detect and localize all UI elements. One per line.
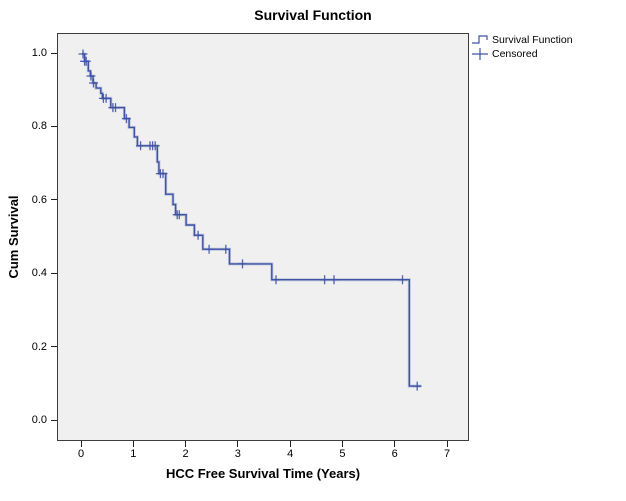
x-tick-label: 2 bbox=[182, 448, 189, 460]
chart-title: Survival Function bbox=[254, 7, 372, 23]
x-tick-mark bbox=[132, 441, 134, 447]
y-tick-label: 0.0 bbox=[31, 414, 47, 426]
x-tick-mark bbox=[185, 441, 187, 447]
legend-item-censored: Censored bbox=[472, 47, 573, 60]
x-tick-label: 1 bbox=[130, 448, 137, 460]
y-tick-label: 0.4 bbox=[31, 267, 47, 280]
y-tick-label: 1.0 bbox=[31, 47, 47, 59]
y-axis-title: Cum Survival bbox=[6, 195, 21, 279]
x-tick-label: 0 bbox=[77, 448, 85, 460]
plot-area bbox=[57, 33, 469, 441]
legend-label-censored: Censored bbox=[492, 47, 538, 60]
x-tick-label: 3 bbox=[234, 448, 241, 460]
y-tick-label: 0.2 bbox=[31, 340, 47, 353]
y-tick-mark bbox=[51, 272, 57, 274]
x-axis-title: HCC Free Survival Time (Years) bbox=[165, 466, 361, 481]
y-tick-label: 0.8 bbox=[31, 120, 47, 133]
x-tick-label: 6 bbox=[391, 448, 398, 460]
survival-curve-halo bbox=[82, 52, 421, 388]
y-tick-mark bbox=[51, 346, 57, 348]
step-line-icon bbox=[472, 35, 488, 44]
x-tick-label: 4 bbox=[287, 448, 294, 460]
y-tick-mark bbox=[51, 125, 57, 127]
plus-cross-icon bbox=[472, 48, 488, 60]
y-tick-mark bbox=[51, 419, 57, 421]
legend-label-survival-function: Survival Function bbox=[492, 33, 573, 46]
legend: Survival Function Censored bbox=[472, 33, 573, 61]
survival-curve-plot bbox=[78, 49, 422, 391]
x-tick-mark bbox=[394, 441, 396, 447]
legend-item-survival-function: Survival Function bbox=[472, 33, 573, 46]
x-tick-mark bbox=[237, 441, 239, 447]
x-tick-mark bbox=[341, 441, 343, 447]
x-tick-mark bbox=[446, 441, 448, 447]
survival-curve bbox=[82, 53, 421, 387]
censored-plus-marks bbox=[78, 49, 422, 391]
y-tick-mark bbox=[51, 199, 57, 201]
x-tick-mark bbox=[80, 441, 82, 447]
y-tick-label: 0.6 bbox=[31, 193, 47, 206]
x-tick-mark bbox=[289, 441, 291, 447]
x-tick-label: 7 bbox=[443, 448, 451, 460]
x-tick-label: 5 bbox=[339, 448, 346, 460]
y-tick-mark bbox=[51, 52, 57, 54]
